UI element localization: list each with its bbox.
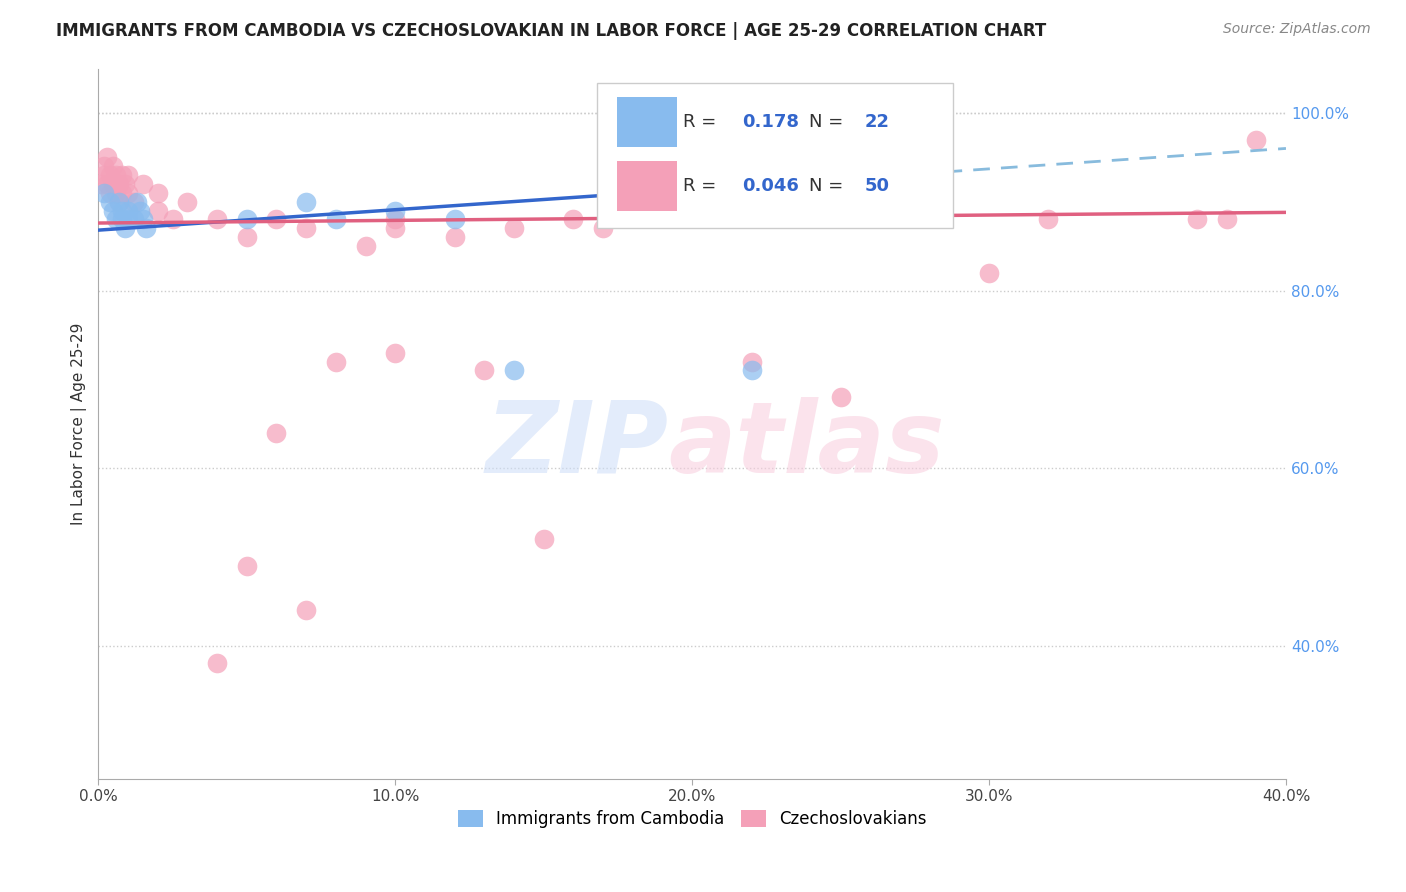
FancyBboxPatch shape [598,83,953,228]
Point [503,221,526,235]
Point [98,168,121,182]
Point [105,168,128,182]
Point [325,354,347,368]
Point [96,150,118,164]
Text: N =: N = [808,112,849,131]
Point [236,230,259,244]
Point [384,203,406,218]
Point [176,194,198,209]
Point [108,177,131,191]
Point [162,212,184,227]
Text: R =: R = [683,112,721,131]
Point [93,159,115,173]
Point [93,186,115,200]
Point [146,186,169,200]
Point [117,168,139,182]
Point [443,230,465,244]
Point [117,212,139,227]
Point [98,194,121,209]
Point [103,177,125,191]
Point [111,203,134,218]
Point [472,363,495,377]
Point [108,194,131,209]
FancyBboxPatch shape [617,161,676,211]
Point [111,186,134,200]
Point [117,203,139,218]
Point [105,186,128,200]
Point [135,221,157,235]
Text: 50: 50 [865,177,890,194]
Point [443,212,465,227]
Point [503,363,526,377]
Point [533,532,555,546]
Text: 0.178: 0.178 [742,112,799,131]
Point [830,390,852,404]
Point [132,177,155,191]
Point [1246,132,1268,146]
Point [1038,212,1060,227]
Point [114,177,136,191]
Point [295,221,318,235]
Legend: Immigrants from Cambodia, Czechoslovakians: Immigrants from Cambodia, Czechoslovakia… [451,803,934,835]
Point [977,266,1000,280]
Point [129,203,152,218]
Text: atlas: atlas [668,397,945,493]
Point [266,212,288,227]
Text: 22: 22 [865,112,890,131]
Point [1215,212,1237,227]
Point [122,194,145,209]
Point [103,203,125,218]
Point [103,159,125,173]
Point [384,221,406,235]
Point [146,203,169,218]
Point [384,345,406,359]
Point [236,558,259,573]
Point [295,194,318,209]
Point [122,212,145,227]
FancyBboxPatch shape [617,97,676,146]
Point [114,221,136,235]
Point [295,603,318,617]
Text: ZIP: ZIP [485,397,668,493]
Y-axis label: In Labor Force | Age 25-29: In Labor Force | Age 25-29 [72,323,87,524]
Point [562,212,585,227]
Text: 0.046: 0.046 [742,177,799,194]
Point [266,425,288,440]
Point [132,212,155,227]
Point [741,354,763,368]
Point [96,177,118,191]
Point [108,194,131,209]
Text: Source: ZipAtlas.com: Source: ZipAtlas.com [1223,22,1371,37]
Point [592,221,614,235]
Point [93,168,115,182]
Point [741,363,763,377]
Point [205,212,228,227]
Point [236,212,259,227]
Text: IMMIGRANTS FROM CAMBODIA VS CZECHOSLOVAKIAN IN LABOR FORCE | AGE 25-29 CORRELATI: IMMIGRANTS FROM CAMBODIA VS CZECHOSLOVAK… [56,22,1046,40]
Point [111,212,134,227]
Point [384,212,406,227]
Point [111,168,134,182]
Text: N =: N = [808,177,849,194]
Point [354,239,377,253]
Text: R =: R = [683,177,721,194]
Point [90,177,112,191]
Point [205,657,228,671]
Point [325,212,347,227]
Point [125,194,148,209]
Point [98,186,121,200]
Point [1185,212,1208,227]
Point [105,212,128,227]
Point [117,186,139,200]
